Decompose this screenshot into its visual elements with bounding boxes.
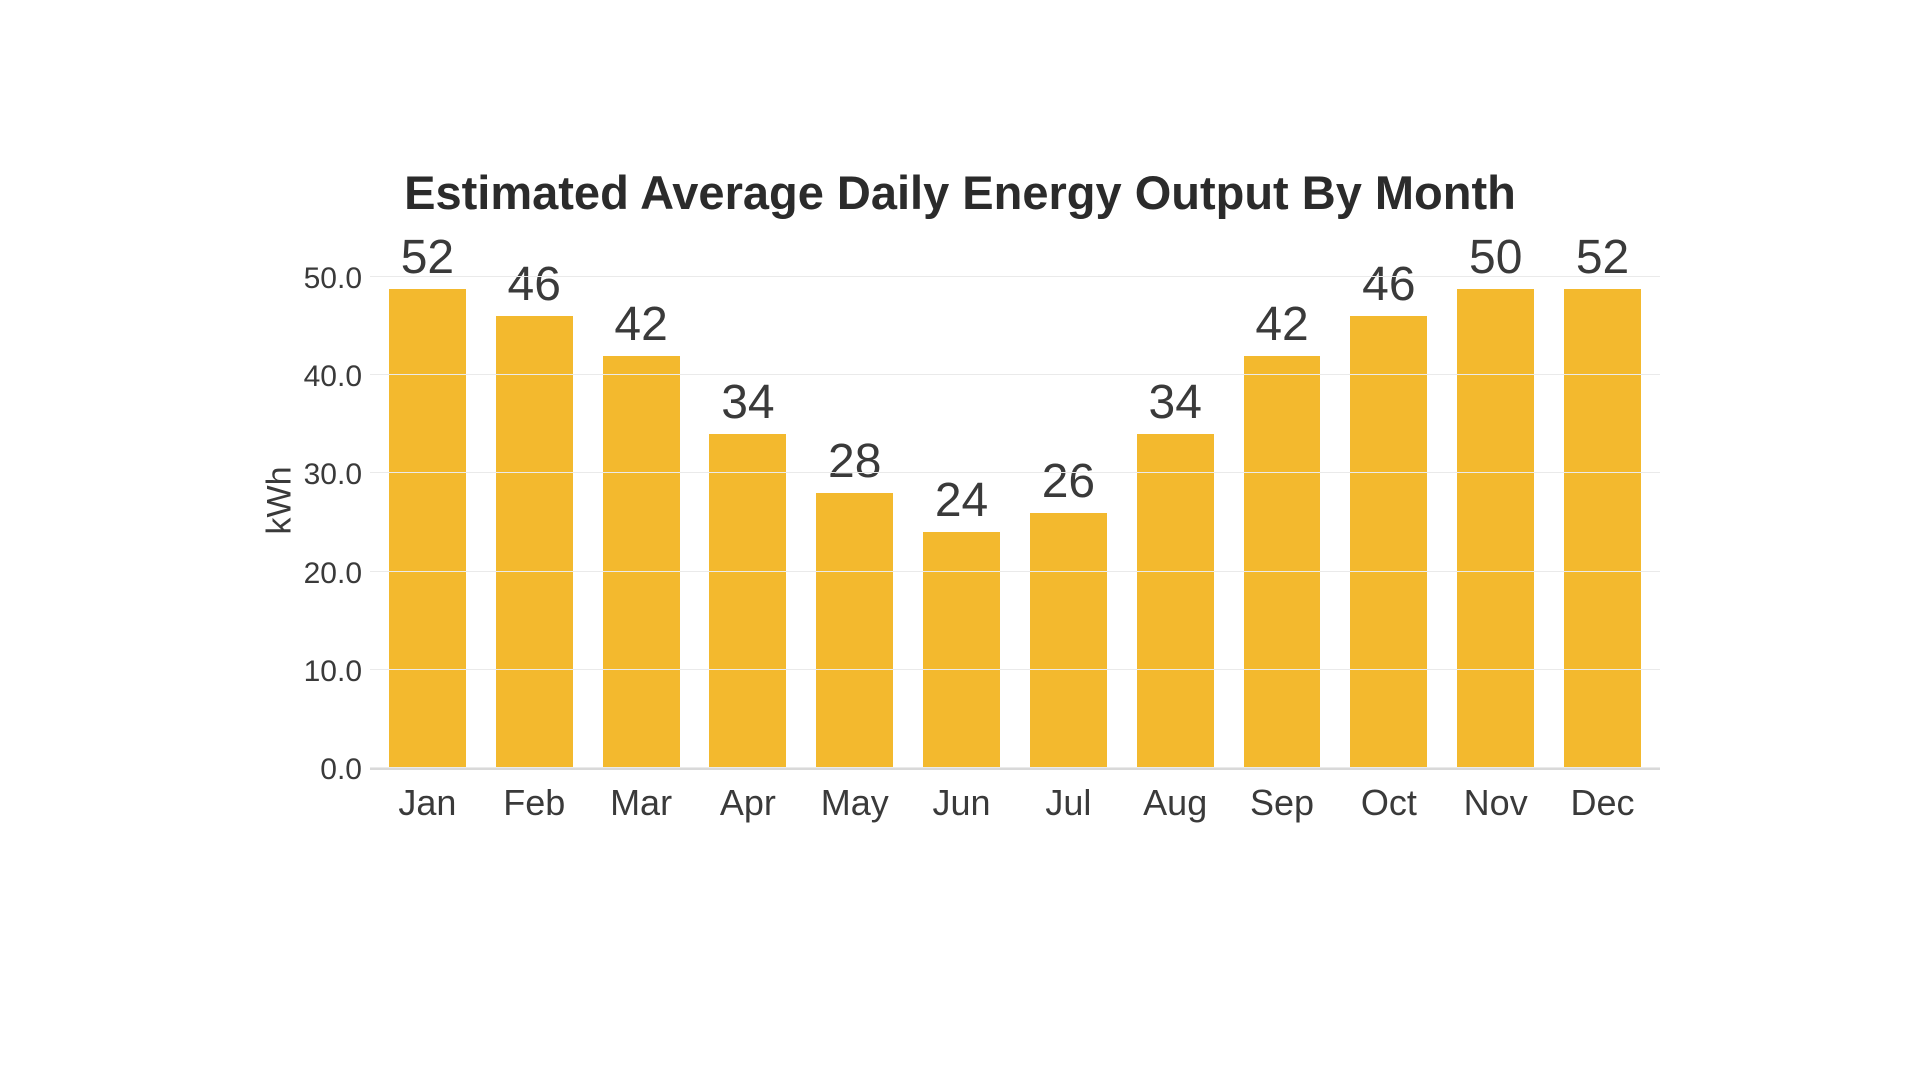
bar bbox=[1137, 434, 1214, 768]
grid-line bbox=[370, 571, 1660, 572]
x-tick-label: Apr bbox=[694, 770, 801, 824]
bar-value-label: 28 bbox=[828, 434, 881, 489]
y-tick: 30.0 bbox=[304, 458, 362, 492]
x-tick-label: Jan bbox=[374, 770, 481, 824]
x-tick-label: Sep bbox=[1229, 770, 1336, 824]
x-tick-label: May bbox=[801, 770, 908, 824]
bar bbox=[923, 532, 1000, 768]
bar-column: 42 bbox=[588, 230, 695, 768]
x-tick-label: Mar bbox=[588, 770, 695, 824]
y-tick: 40.0 bbox=[304, 360, 362, 394]
y-axis-label: kWh bbox=[261, 466, 300, 534]
bar bbox=[816, 493, 893, 768]
chart-body: kWh 0.010.020.030.040.050.0 524642342824… bbox=[260, 230, 1660, 770]
bar-column: 28 bbox=[801, 230, 908, 768]
bar bbox=[603, 356, 680, 768]
bar bbox=[496, 316, 573, 768]
bar-column: 50 bbox=[1442, 230, 1549, 768]
bar-value-label: 46 bbox=[508, 257, 561, 312]
y-tick: 0.0 bbox=[320, 753, 362, 787]
bar-value-label: 42 bbox=[614, 297, 667, 352]
bar-value-label: 24 bbox=[935, 473, 988, 528]
grid-line bbox=[370, 669, 1660, 670]
bar-column: 52 bbox=[1549, 230, 1656, 768]
bar-column: 52 bbox=[374, 230, 481, 768]
bar-column: 46 bbox=[1335, 230, 1442, 768]
bar bbox=[1457, 289, 1534, 768]
bar-value-label: 42 bbox=[1255, 297, 1308, 352]
grid-line bbox=[370, 472, 1660, 473]
y-axis-label-wrap: kWh bbox=[260, 230, 300, 770]
bar-value-label: 34 bbox=[721, 375, 774, 430]
chart-title: Estimated Average Daily Energy Output By… bbox=[260, 165, 1660, 220]
bar-value-label: 26 bbox=[1042, 454, 1095, 509]
x-tick-label: Jul bbox=[1015, 770, 1122, 824]
y-tick: 10.0 bbox=[304, 655, 362, 689]
grid-line bbox=[370, 374, 1660, 375]
x-tick-label: Nov bbox=[1442, 770, 1549, 824]
bar-column: 46 bbox=[481, 230, 588, 768]
bar-column: 24 bbox=[908, 230, 1015, 768]
plot-area: 524642342824263442465052 bbox=[370, 230, 1660, 770]
y-tick: 50.0 bbox=[304, 262, 362, 296]
bar bbox=[1244, 356, 1321, 768]
bar-value-label: 46 bbox=[1362, 257, 1415, 312]
bar bbox=[1564, 289, 1641, 768]
x-axis: JanFebMarAprMayJunJulAugSepOctNovDec bbox=[370, 770, 1660, 824]
bar bbox=[709, 434, 786, 768]
bar bbox=[1030, 513, 1107, 768]
x-tick-label: Dec bbox=[1549, 770, 1656, 824]
bars-container: 524642342824263442465052 bbox=[370, 230, 1660, 768]
grid-line bbox=[370, 767, 1660, 768]
bar bbox=[1350, 316, 1427, 768]
bar bbox=[389, 289, 466, 768]
energy-bar-chart: Estimated Average Daily Energy Output By… bbox=[240, 135, 1680, 945]
x-tick-label: Aug bbox=[1122, 770, 1229, 824]
x-tick-label: Oct bbox=[1335, 770, 1442, 824]
bar-column: 34 bbox=[694, 230, 801, 768]
bar-column: 42 bbox=[1229, 230, 1336, 768]
x-tick-label: Jun bbox=[908, 770, 1015, 824]
grid-line bbox=[370, 276, 1660, 277]
bar-value-label: 34 bbox=[1149, 375, 1202, 430]
y-axis: 0.010.020.030.040.050.0 bbox=[300, 230, 370, 770]
bar-column: 34 bbox=[1122, 230, 1229, 768]
x-tick-label: Feb bbox=[481, 770, 588, 824]
bar-column: 26 bbox=[1015, 230, 1122, 768]
y-tick: 20.0 bbox=[304, 557, 362, 591]
